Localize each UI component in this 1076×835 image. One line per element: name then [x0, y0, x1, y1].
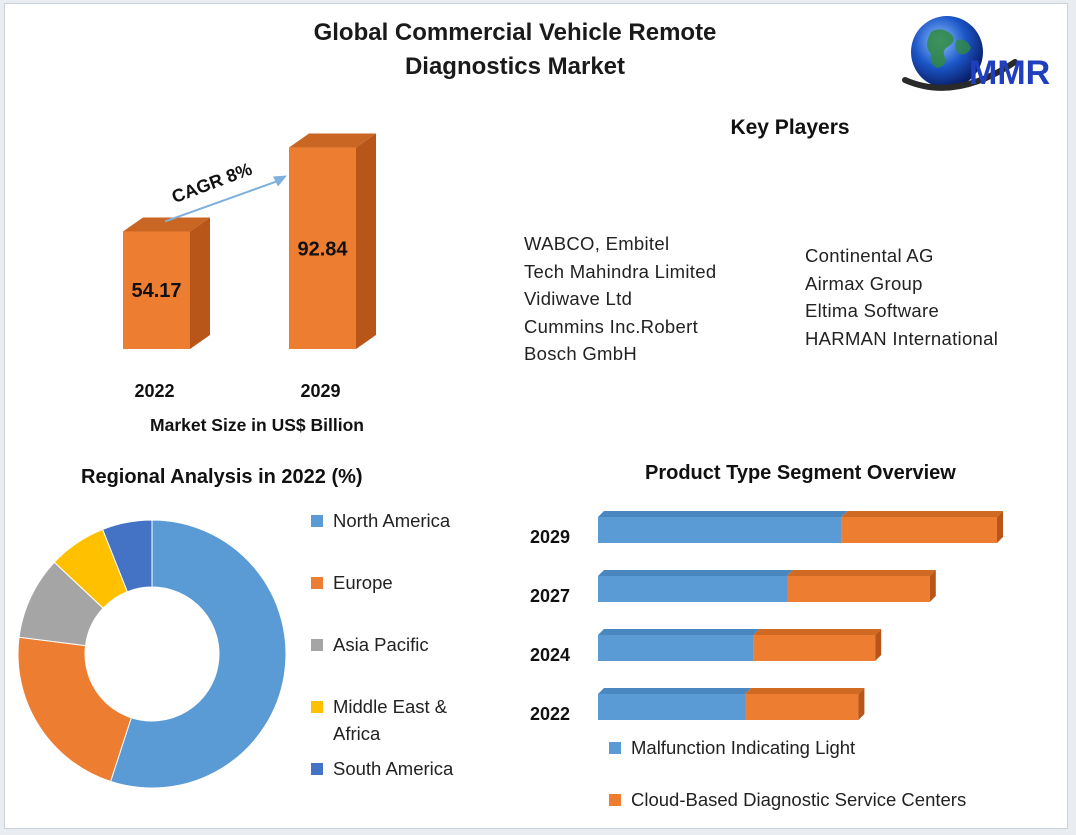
bar-category-label: 2029: [300, 381, 340, 401]
bar-value-label: 54.17: [131, 280, 181, 302]
hbar-2029-series-1: [598, 517, 842, 543]
key-player-item: Airmax Group: [805, 272, 923, 294]
legend-label: Asia Pacific: [333, 634, 429, 655]
x-axis-label: Market Size in US$ Billion: [150, 415, 364, 435]
cagr-annotation: CAGR 8%: [169, 159, 255, 207]
category-label: 2027: [530, 586, 570, 606]
donut-slice-south-america: [102, 519, 153, 593]
bar-top-face: [289, 133, 376, 148]
legend-swatch: [311, 639, 323, 651]
key-player-item: Bosch GmbH: [524, 343, 638, 364]
legend-swatch: [311, 763, 323, 775]
bar-2029: [289, 147, 356, 349]
legend-label: Cloud-Based Diagnostic Service Centers: [631, 789, 967, 810]
regional-legend: North America Europe Asia Pacific Middle…: [311, 507, 491, 782]
title-line-1: Global Commercial Vehicle Remote: [313, 19, 717, 46]
hbar-end-face: [997, 511, 1003, 543]
category-label: 2029: [530, 527, 570, 547]
key-player-item: WABCO, Embitel: [524, 233, 670, 254]
legend-label-line: Middle East &: [333, 696, 448, 717]
hbar-top-face: [745, 688, 865, 694]
bar-category-label: 2022: [134, 381, 174, 401]
legend-middle-east-africa: Middle East & Africa: [311, 693, 491, 755]
donut-slice-europe: [17, 636, 132, 783]
bar-value-label: 92.84: [297, 238, 348, 260]
mmr-logo: MMR: [895, 10, 1070, 100]
bar-side-face: [356, 133, 376, 349]
hbar-2022-series-2: [745, 694, 859, 720]
legend-south-america: South America: [311, 755, 491, 782]
category-label: 2022: [530, 704, 570, 724]
hbar-top-face: [841, 511, 1003, 517]
globe-icon: MMR: [902, 16, 1050, 92]
legend-swatch: [311, 577, 323, 589]
legend-label: South America: [333, 758, 454, 779]
donut-slice-north-america: [109, 519, 287, 789]
legend-label: Europe: [333, 572, 393, 593]
category-label: 2024: [530, 645, 570, 665]
key-player-item: Eltima Software: [805, 300, 940, 321]
hbar-top-face: [598, 629, 760, 635]
key-player-item: Tech Mahindra Limited: [524, 260, 717, 282]
product-type-legend: Malfunction Indicating Light Cloud-Based…: [609, 734, 966, 813]
market-size-chart: 54.17 2022 92.84 2029 Market Size in US$ Bil…: [123, 133, 376, 435]
legend-cloud-based-diagnostic: Cloud-Based Diagnostic Service Centers: [609, 786, 966, 813]
hbar-2022-series-1: [598, 694, 745, 720]
cagr-arrow-line: [164, 179, 280, 223]
hbar-end-face: [929, 570, 936, 602]
key-player-item: Continental AG: [805, 245, 934, 266]
bar-side-face: [190, 217, 210, 349]
hbar-2029-series-2: [841, 517, 997, 543]
hbar-top-face: [753, 629, 882, 635]
hbar-top-face: [598, 570, 793, 576]
key-player-item: Cummins Inc.Robert: [524, 315, 699, 337]
legend-label: Malfunction Indicating Light: [631, 737, 856, 758]
legend-swatch: [311, 701, 323, 713]
regional-donut-chart: [17, 519, 287, 789]
hbar-top-face: [598, 688, 751, 694]
legend-europe: Europe: [311, 569, 491, 631]
product-type-chart: 2029 2027 2024 2022: [530, 511, 1003, 724]
key-players-column-2: Continental AG Airmax Group Eltima Softw…: [805, 242, 998, 352]
hbar-2027-series-1: [598, 576, 787, 602]
hbar-top-face: [787, 570, 936, 576]
page-title: Global Commercial Vehicle Remote Diagnos…: [245, 16, 785, 84]
legend-swatch: [609, 794, 621, 806]
hbar-2024-series-1: [598, 635, 754, 661]
key-player-item: Vidiwave Ltd: [524, 288, 633, 309]
legend-label: Middle East & Africa: [333, 693, 447, 747]
legend-swatch: [609, 742, 621, 754]
regional-heading: Regional Analysis in 2022 (%): [81, 466, 363, 488]
title-line-2: Diagnostics Market: [404, 53, 626, 80]
bar-2022: [123, 231, 190, 349]
key-players-heading: Key Players: [730, 116, 850, 139]
hbar-2024-series-2: [753, 635, 876, 661]
key-player-item: HARMAN International: [805, 327, 999, 349]
hbar-2027-series-2: [787, 576, 930, 602]
legend-asia-pacific: Asia Pacific: [311, 631, 491, 693]
product-type-heading: Product Type Segment Overview: [645, 462, 956, 484]
hbar-end-face: [875, 629, 882, 661]
hbar-end-face: [858, 688, 865, 720]
hbar-top-face: [598, 511, 848, 517]
legend-label: North America: [333, 510, 451, 531]
legend-malfunction-indicating-light: Malfunction Indicating Light: [609, 734, 966, 786]
key-players-column-1: WABCO, Embitel Tech Mahindra Limited Vid…: [524, 230, 716, 368]
cagr-arrow-head: [273, 175, 287, 187]
bar-top-face: [123, 217, 210, 232]
logo-text: MMR: [969, 54, 1050, 92]
legend-swatch: [311, 515, 323, 527]
legend-north-america: North America: [311, 507, 491, 569]
infographic-frame: Global Commercial Vehicle Remote Diagnos…: [4, 3, 1068, 829]
legend-label-line: Africa: [333, 723, 381, 744]
